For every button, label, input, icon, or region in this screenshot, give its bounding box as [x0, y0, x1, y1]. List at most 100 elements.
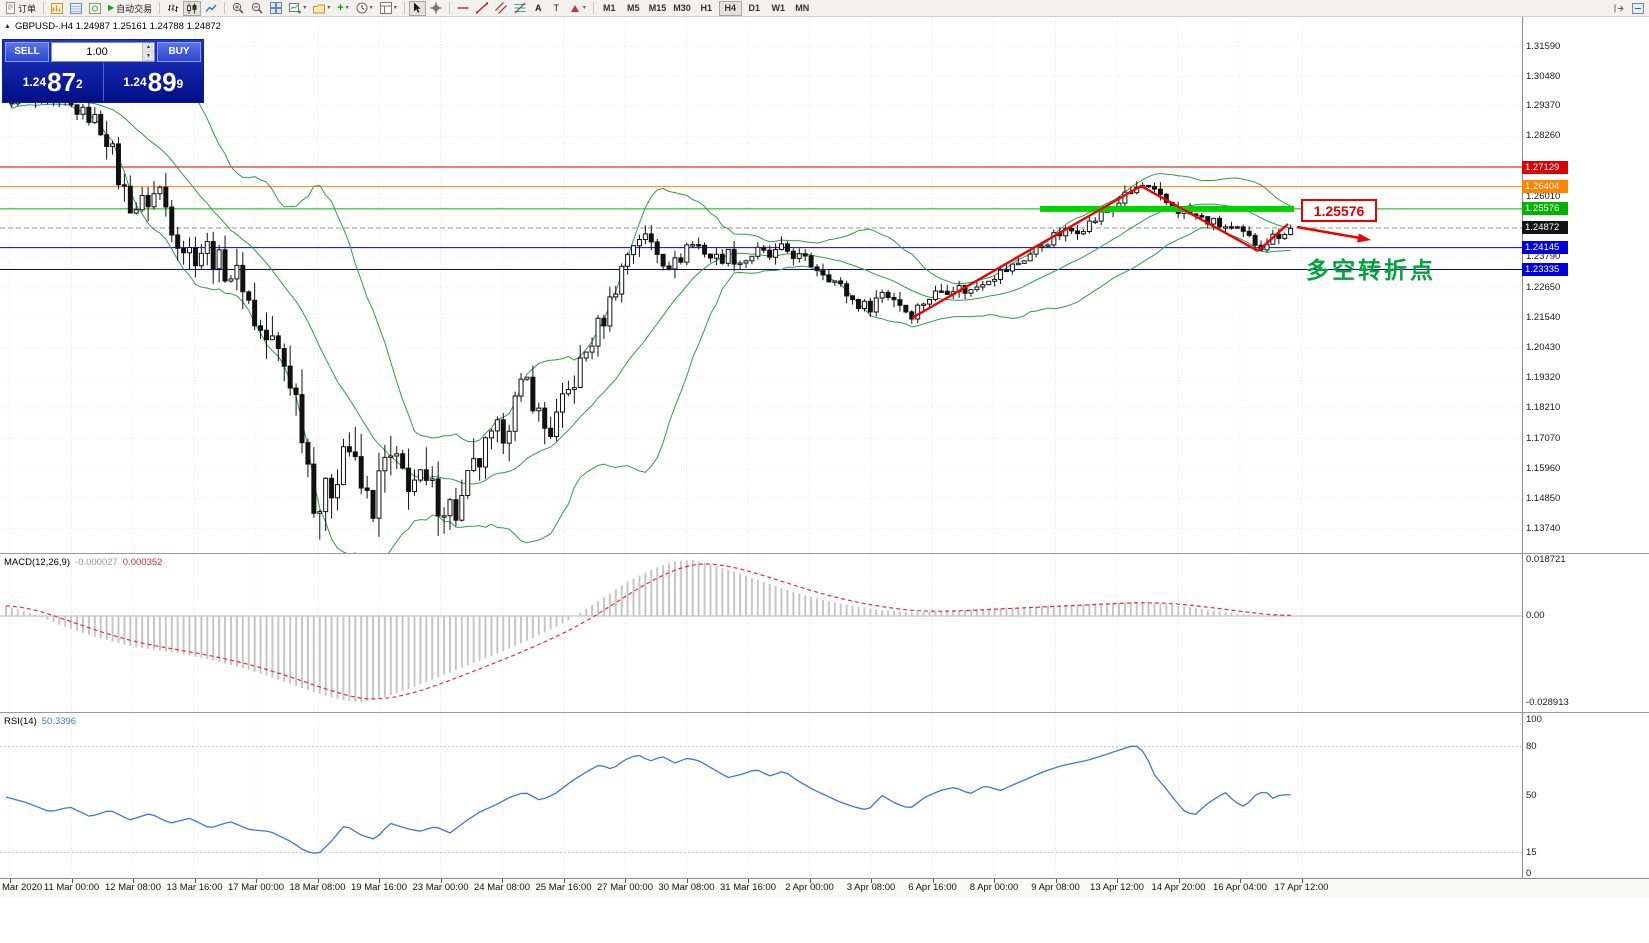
label-tool-icon: T — [553, 3, 559, 13]
fibonacci-icon — [514, 2, 526, 14]
play-icon: ▶ — [108, 3, 115, 12]
timeframe-label: M30 — [673, 3, 691, 13]
toolbar-separator — [224, 2, 226, 14]
bid-prefix: 1.24 — [22, 75, 47, 89]
cursor-icon — [414, 2, 421, 13]
timeframe-m1-button[interactable]: M1 — [598, 1, 621, 16]
autotrade-button[interactable]: ▶ 自动交易 — [105, 1, 155, 16]
rsi-layer — [0, 745, 1522, 854]
one-click-toggle-icon[interactable]: ▲ — [4, 23, 11, 30]
timeframe-label: M1 — [602, 3, 616, 13]
navigator-button[interactable] — [86, 1, 104, 16]
caret-down-icon: ▾ — [369, 5, 373, 11]
caret-down-icon: ▾ — [345, 5, 349, 11]
timeframe-label: MN — [795, 3, 810, 13]
market-watch-button[interactable] — [48, 1, 66, 16]
cursor-button[interactable] — [408, 0, 426, 16]
toolbar-separator — [448, 2, 450, 14]
caret-down-icon: ▾ — [393, 5, 397, 11]
fibonacci-button[interactable] — [511, 1, 529, 16]
volume-stepper[interactable]: 1.00 ▲ ▼ — [51, 42, 155, 62]
horizontal-line-button[interactable] — [454, 1, 472, 16]
timeframe-m5-button[interactable]: M5 — [622, 1, 645, 16]
profiles-button[interactable]: ▾ — [310, 1, 333, 16]
timeframe-h1-button[interactable]: H1 — [695, 1, 718, 16]
timeframe-m30-button[interactable]: M30 — [670, 1, 694, 16]
toolbar-options-button[interactable] — [1629, 1, 1647, 16]
bid-pip-digit: 2 — [76, 77, 83, 91]
zoom-in-button[interactable] — [229, 1, 247, 16]
timeframe-label: W1 — [771, 3, 786, 13]
tile-windows-button[interactable] — [267, 1, 285, 16]
clock-icon — [356, 2, 368, 14]
bid-price[interactable]: 1.24 87 2 — [3, 63, 103, 101]
grid-layer — [0, 17, 1522, 877]
templates-icon — [379, 2, 392, 14]
ask-price[interactable]: 1.24 89 9 — [102, 63, 204, 101]
support-zone — [1040, 205, 1294, 212]
candles-layer — [3, 88, 1294, 540]
text-tool-icon: A — [534, 3, 542, 13]
trendline-button[interactable] — [473, 1, 491, 16]
trendline-icon — [475, 2, 488, 14]
new-order-icon — [6, 2, 15, 14]
timeframe-label: D1 — [748, 3, 760, 13]
data-window-button[interactable] — [67, 1, 85, 16]
ask-big-digits: 89 — [147, 67, 177, 97]
line-chart-button[interactable] — [202, 1, 220, 16]
crosshair-button[interactable] — [427, 1, 445, 16]
timeframe-m15-button[interactable]: M15 — [646, 1, 670, 16]
toolbar-separator — [592, 2, 594, 14]
tile-windows-icon — [270, 2, 283, 14]
periods-button[interactable]: ▾ — [353, 1, 376, 16]
timeframe-label: M5 — [626, 3, 640, 13]
templates-button[interactable]: ▾ — [377, 1, 400, 16]
new-chart-icon — [289, 3, 302, 14]
arrow-head-icon — [1357, 233, 1371, 243]
crosshair-icon — [430, 2, 442, 14]
timeframe-h4-button[interactable]: H4 — [718, 0, 742, 16]
channel-button[interactable] — [492, 1, 510, 16]
bollinger-layer — [5, 52, 1291, 553]
timeframe-label: H1 — [700, 3, 712, 13]
navigator-icon — [89, 2, 102, 14]
channel-icon — [494, 2, 507, 14]
price-annotation-box[interactable]: 1.25576 — [1301, 199, 1377, 222]
profiles-icon — [313, 4, 326, 13]
new-order-label: 订单 — [18, 3, 37, 14]
text-tool-button[interactable]: A — [530, 1, 547, 16]
indicators-button[interactable]: + ▾ — [334, 1, 351, 16]
volume-down-icon[interactable]: ▼ — [143, 52, 154, 61]
timeframe-w1-button[interactable]: W1 — [767, 1, 790, 16]
arrows-tool-button[interactable]: ▾ — [566, 1, 589, 16]
toolbar-separator — [403, 2, 405, 14]
horizontal-line-icon — [457, 7, 469, 9]
sell-button[interactable]: SELL — [5, 42, 49, 62]
arrows-tool-icon — [570, 5, 579, 12]
chart-shift-icon — [1614, 4, 1624, 12]
timeframe-d1-button[interactable]: D1 — [743, 1, 766, 16]
new-chart-button[interactable]: ▾ — [286, 1, 309, 16]
bid-big-digits: 87 — [47, 67, 77, 97]
chart-shift-button[interactable] — [1610, 1, 1628, 16]
caret-down-icon: ▾ — [582, 5, 586, 11]
ask-prefix: 1.24 — [123, 75, 147, 89]
indicators-plus-icon: + — [337, 2, 344, 14]
buy-button[interactable]: BUY — [157, 42, 201, 62]
timeframe-label: H4 — [724, 3, 736, 13]
zoom-out-button[interactable] — [248, 1, 266, 16]
market-watch-icon — [51, 2, 64, 14]
toolbar-separator — [43, 2, 45, 14]
candles-chart-button[interactable] — [183, 0, 202, 16]
label-tool-button[interactable]: T — [548, 1, 565, 16]
ohlc-bars-button[interactable] — [164, 1, 182, 16]
turning-point-note[interactable]: 多空转折点 — [1306, 257, 1436, 283]
new-order-button[interactable]: 订单 — [2, 1, 39, 16]
ask-pip-digit: 9 — [176, 77, 184, 91]
volume-up-icon[interactable]: ▲ — [143, 43, 154, 52]
zoom-out-icon — [252, 2, 263, 14]
volume-value[interactable]: 1.00 — [86, 46, 108, 58]
timeframe-mn-button[interactable]: MN — [791, 1, 814, 16]
one-click-trading-panel: SELL 1.00 ▲ ▼ BUY 1.24 87 2 1.24 — [2, 39, 204, 103]
